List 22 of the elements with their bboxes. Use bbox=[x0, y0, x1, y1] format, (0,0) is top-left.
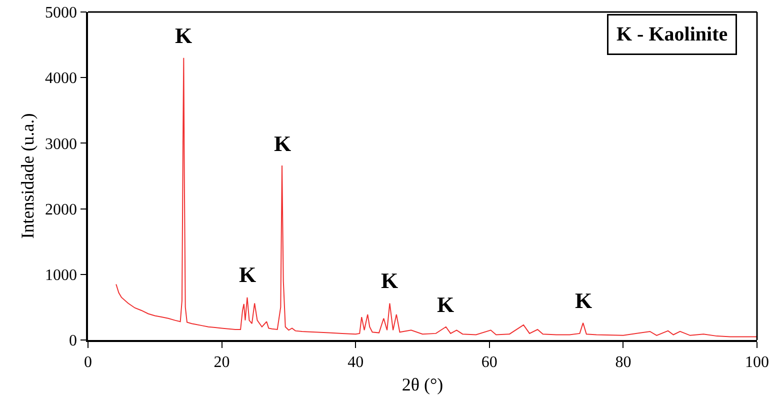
annotation: K bbox=[575, 288, 592, 313]
x-tick-label: 40 bbox=[348, 354, 364, 371]
x-tick-label: 20 bbox=[214, 354, 230, 371]
annotation: K bbox=[437, 292, 454, 317]
x-axis-title: 2θ (°) bbox=[402, 374, 444, 395]
annotation: K bbox=[175, 23, 192, 48]
y-tick-label: 2000 bbox=[45, 201, 78, 218]
line-series bbox=[116, 57, 757, 338]
x-tick-label: 60 bbox=[481, 354, 498, 371]
y-tick-label: 3000 bbox=[45, 136, 78, 153]
y-tick-label: 0 bbox=[69, 332, 78, 350]
annotation: K - Kaolinite bbox=[616, 24, 728, 46]
x-tick-label: 0 bbox=[84, 354, 92, 371]
x-tick-label: 80 bbox=[615, 354, 632, 371]
annotation: K bbox=[381, 268, 398, 293]
annotation: K bbox=[239, 262, 256, 287]
y-axis-title: Intensidade (u.a.) bbox=[18, 113, 38, 239]
y-tick-label: 5000 bbox=[45, 4, 78, 22]
y-tick-label: 1000 bbox=[45, 267, 78, 284]
x-tick-label: 100 bbox=[745, 354, 769, 371]
annotation: K bbox=[274, 131, 292, 156]
y-tick-label: 4000 bbox=[45, 70, 78, 88]
